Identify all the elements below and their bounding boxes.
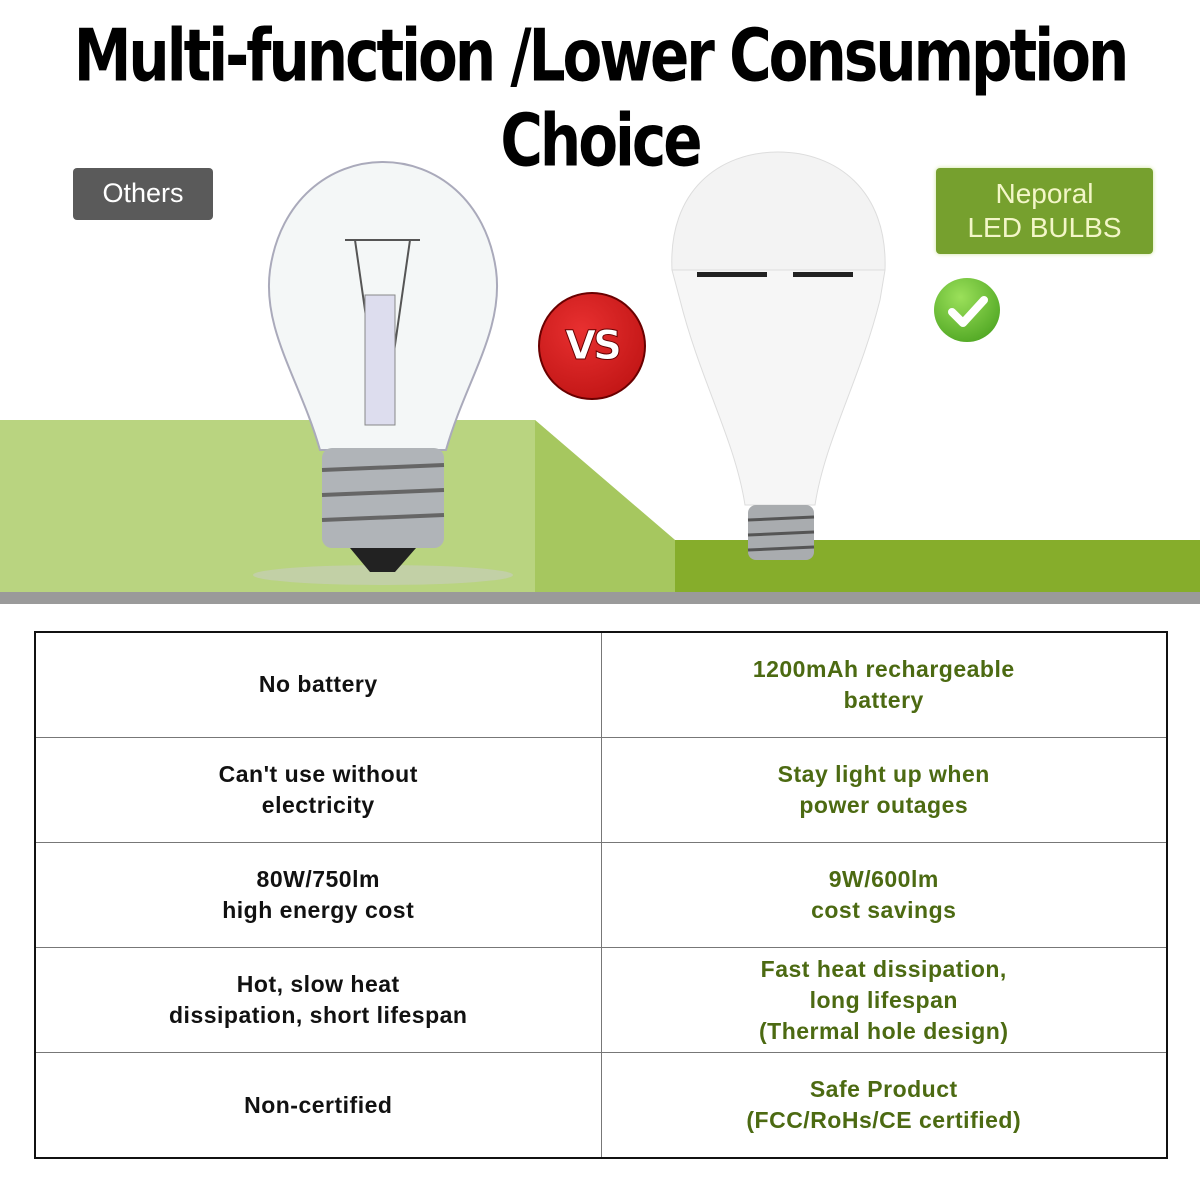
neporal-cell: Fast heat dissipation, long lifespan (Ther… — [600, 947, 1168, 1054]
cell-line: power outages — [799, 791, 969, 818]
table-row: 80W/750lm high energy cost 9W/600lm cost sa… — [34, 841, 1168, 949]
comparison-table: No battery 1200mAh rechargeable battery Can… — [34, 631, 1168, 1159]
incandescent-bulb-icon — [253, 160, 513, 585]
cell-line: high energy cost — [222, 896, 415, 923]
cell-line: long lifespan — [809, 986, 958, 1013]
table-row: Hot, slow heat dissipation, short lifespa… — [34, 947, 1168, 1054]
others-cell: 80W/750lm high energy cost — [34, 841, 602, 949]
others-cell: Can't use without electricity — [34, 736, 602, 843]
floor-graphic — [0, 151, 1200, 604]
cell-line: 1200mAh rechargeable — [752, 655, 1015, 682]
cell-line: No battery — [258, 671, 378, 698]
cell-line: Can't use without — [218, 760, 418, 787]
others-cell: Hot, slow heat dissipation, short lifespa… — [34, 947, 602, 1054]
cell-line: battery — [843, 686, 924, 713]
neporal-label: Neporal LED BULBS — [936, 168, 1153, 254]
cell-line: (FCC/RoHs/CE certified) — [746, 1107, 1022, 1134]
cell-line: Safe Product — [809, 1076, 958, 1103]
cell-line: Fast heat dissipation, — [760, 955, 1007, 982]
product-type: LED BULBS — [967, 212, 1122, 243]
cell-line: dissipation, short lifespan — [169, 1002, 468, 1029]
neporal-cell: Stay light up when power outages — [600, 736, 1168, 843]
neporal-cell: Safe Product (FCC/RoHs/CE certified) — [600, 1052, 1168, 1159]
neporal-cell: 9W/600lm cost savings — [600, 841, 1168, 949]
cell-line: Non-certified — [244, 1091, 393, 1118]
brand-name: Neporal — [995, 178, 1094, 209]
page-title: Multi-function /Lower Consumption Choice — [73, 13, 1130, 183]
cell-line: 80W/750lm — [256, 865, 380, 892]
others-cell: No battery — [34, 631, 602, 738]
vs-badge: VS — [538, 292, 646, 400]
led-bulb-icon — [671, 151, 886, 560]
others-label: Others — [73, 168, 213, 220]
others-cell: Non-certified — [34, 1052, 602, 1159]
neporal-cell: 1200mAh rechargeable battery — [600, 631, 1168, 738]
cell-line: Stay light up when — [777, 760, 990, 787]
cell-line: cost savings — [811, 896, 957, 923]
cell-line: electricity — [261, 791, 375, 818]
check-icon — [934, 278, 1000, 342]
cell-line: (Thermal hole design) — [759, 1017, 1009, 1044]
table-row: Can't use without electricity Stay light u… — [34, 736, 1168, 843]
table-row: Non-certified Safe Product (FCC/RoHs/CE ce… — [34, 1052, 1168, 1159]
cell-line: Hot, slow heat — [236, 971, 400, 998]
table-row: No battery 1200mAh rechargeable battery — [34, 631, 1168, 738]
cell-line: 9W/600lm — [828, 865, 939, 892]
